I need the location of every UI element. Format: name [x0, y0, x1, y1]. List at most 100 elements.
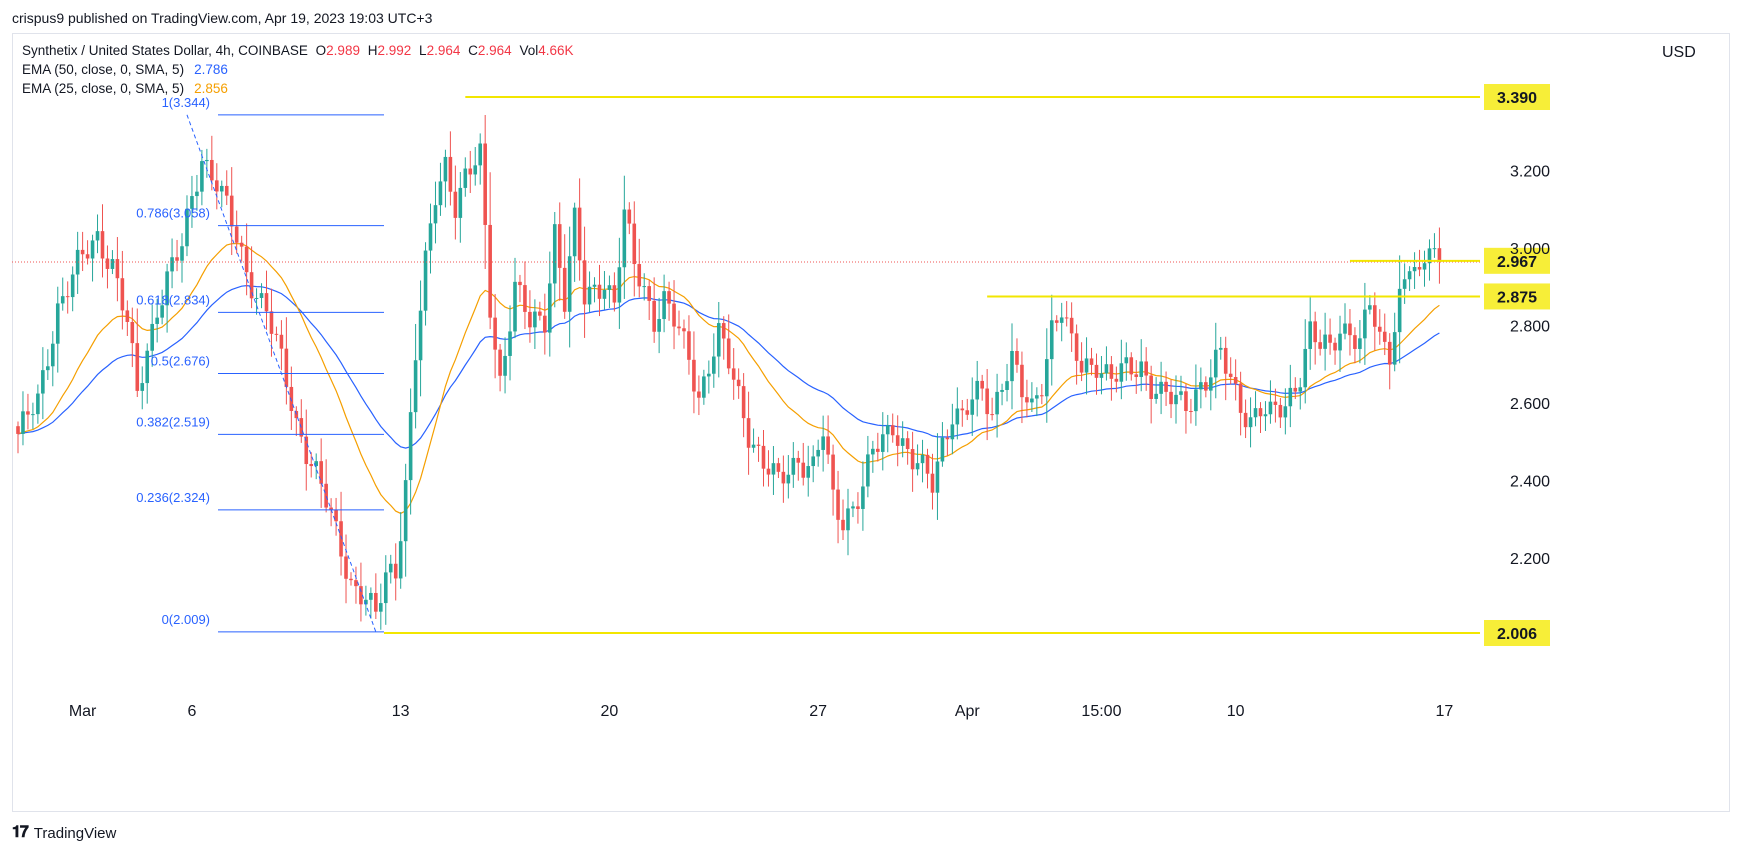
candle-body [806, 466, 811, 478]
candle-body [1025, 397, 1029, 403]
candle-body [761, 445, 766, 469]
candle-body [160, 305, 164, 318]
candle-body [468, 168, 473, 175]
candle-body [1174, 394, 1178, 405]
candle-body [1084, 358, 1089, 373]
candle-body [552, 224, 557, 284]
candle-body [513, 281, 517, 332]
tradingview-brand: 𝟏𝟕 TradingView [12, 824, 116, 842]
candle-body [244, 246, 249, 273]
candle-body [1069, 317, 1074, 334]
candle-body [880, 434, 885, 452]
candle-body [781, 471, 786, 484]
candle-body [756, 444, 761, 446]
candle-body [1243, 412, 1248, 428]
candle-body [1308, 321, 1312, 349]
candle-body [100, 231, 105, 259]
chart-frame[interactable] [12, 33, 1730, 812]
candle-body [741, 386, 746, 419]
candle-body [140, 383, 145, 391]
candle-body [165, 271, 169, 306]
candle-body [1124, 357, 1129, 364]
level-tag-label: 2.875 [1497, 289, 1537, 306]
candle-body [1417, 267, 1422, 270]
candle-body [885, 425, 890, 435]
candle-body [637, 264, 642, 287]
candle-body [1377, 326, 1382, 332]
candle-body [428, 223, 433, 251]
candle-body [1382, 331, 1387, 342]
candle-body [712, 356, 716, 374]
candle-body [150, 323, 154, 351]
candle-body [557, 224, 562, 268]
candle-body [1020, 364, 1024, 398]
candle-body [920, 454, 925, 464]
candle-body [811, 456, 815, 467]
candle-body [1114, 378, 1119, 382]
candle-body [682, 328, 686, 332]
candle-body [776, 463, 781, 472]
candle-body [488, 224, 492, 318]
candle-body [1040, 395, 1044, 397]
candle-body [846, 508, 850, 531]
candle-body [786, 474, 791, 484]
candle-body [935, 461, 940, 493]
candle-body [41, 370, 45, 394]
candle-body [1035, 395, 1039, 399]
candle-body [1189, 411, 1193, 413]
candle-body [662, 291, 666, 320]
candle-body [1064, 317, 1069, 319]
candle-body [821, 436, 825, 450]
candle-body [1437, 248, 1442, 262]
fib-level-label: 0(2.009) [162, 612, 210, 627]
candle-body [319, 461, 323, 484]
candle-body [75, 249, 80, 275]
candle-body [602, 289, 607, 299]
level-tag [1484, 247, 1550, 274]
candle-body [1005, 381, 1009, 390]
candle-body [836, 489, 840, 520]
close-value: 2.964 [477, 43, 512, 58]
low-value: 2.964 [426, 43, 461, 58]
open-value: 2.989 [326, 43, 360, 58]
candle-body [433, 205, 438, 224]
currency-label: USD [1662, 44, 1696, 61]
candle-body [1263, 414, 1268, 417]
candle-body [965, 410, 970, 415]
high-key: H [367, 43, 378, 58]
candle-body [642, 286, 647, 288]
candle-body [1427, 248, 1432, 264]
candle-body [861, 486, 865, 509]
candle-body [1154, 393, 1158, 399]
candle-body [1432, 248, 1437, 250]
candle-body [970, 399, 975, 415]
candle-body [905, 438, 910, 450]
candle-body [1000, 389, 1004, 392]
candle-body [36, 393, 40, 415]
candle-body [314, 461, 318, 467]
x-tick-label: 27 [809, 703, 827, 720]
candle-body [523, 285, 527, 312]
candle-body [866, 454, 870, 487]
candle-body [55, 303, 60, 344]
candle-body [562, 267, 567, 312]
level-tag-label: 2.967 [1497, 254, 1537, 271]
candle-body [1129, 357, 1134, 375]
y-tick-label: 2.800 [1510, 318, 1550, 335]
candle-body [239, 242, 244, 247]
candle-body [334, 509, 338, 522]
candle-body [473, 165, 478, 175]
candle-body [229, 195, 234, 227]
candle-body [234, 226, 239, 243]
candle-body [1273, 401, 1278, 405]
candle-body [900, 438, 905, 446]
candle-body [1328, 334, 1332, 343]
candle-body [731, 368, 736, 380]
candle-body [592, 284, 597, 287]
candle-body [518, 281, 522, 286]
y-tick-label: 2.400 [1510, 473, 1550, 490]
candle-body [304, 436, 309, 465]
legend-symbol-row: Synthetix / United States Dollar, 4h, CO… [22, 43, 578, 58]
candle-body [85, 254, 90, 259]
